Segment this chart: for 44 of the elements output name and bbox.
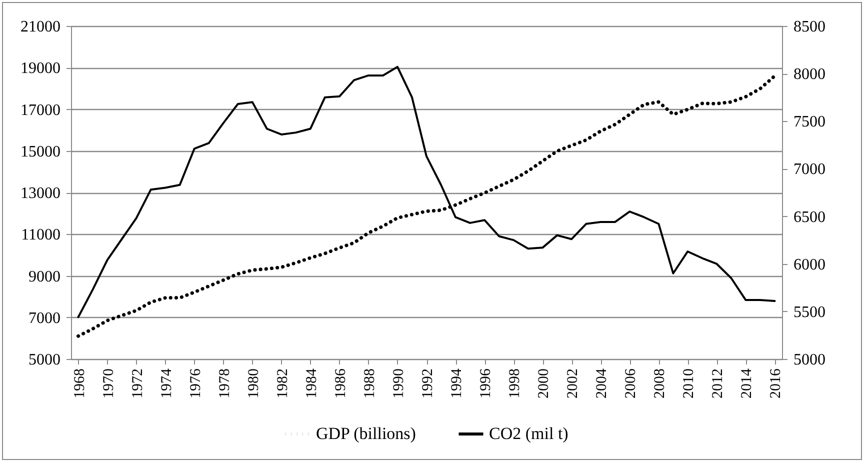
- x-tick-label: 1984: [304, 368, 320, 398]
- y2-tick-label: 6500: [794, 208, 826, 226]
- y-tick-label: 5000: [28, 352, 60, 368]
- x-tick-label: 1994: [449, 368, 466, 398]
- y-tick-label: 13000: [20, 185, 60, 202]
- y-tick-label: 9000: [28, 268, 60, 286]
- legend-label: GDP (billions): [316, 424, 416, 443]
- x-tick-label: 1978: [216, 368, 233, 398]
- y2-tick-label: 8000: [794, 66, 826, 84]
- x-tick-label: 2000: [536, 368, 552, 398]
- x-tick-label: 2002: [565, 368, 582, 398]
- x-tick-label: 1998: [507, 368, 524, 398]
- y2-tick-label: 5000: [794, 352, 826, 368]
- x-tick-label: 1974: [158, 368, 175, 398]
- y-tick-label: 11000: [21, 226, 60, 244]
- y2-tick-label: 8500: [794, 18, 826, 36]
- y2-tick-label: 7500: [794, 114, 826, 131]
- y-tick-label: 21000: [20, 18, 60, 36]
- y2-tick-label: 5500: [794, 304, 826, 321]
- y-tick-label: 7000: [28, 310, 60, 327]
- x-tick-label: 2016: [768, 368, 784, 398]
- x-tick-label: 1992: [420, 368, 436, 398]
- x-tick-label: 2006: [623, 368, 640, 398]
- x-tick-label: 2008: [652, 368, 668, 398]
- x-tick-label: 1990: [390, 368, 407, 398]
- y-tick-label: 17000: [20, 102, 60, 119]
- y-tick-label: 15000: [20, 143, 60, 160]
- x-tick-label: 1968: [72, 368, 88, 398]
- x-tick-label: 1970: [100, 368, 117, 398]
- x-tick-label: 1980: [246, 368, 262, 398]
- x-tick-label: 1988: [362, 368, 378, 398]
- x-tick-label: 1972: [130, 368, 146, 398]
- legend-label: CO2 (mil t): [489, 424, 568, 443]
- x-tick-label: 1986: [332, 368, 349, 398]
- x-tick-label: 1996: [478, 368, 494, 398]
- y2-tick-label: 6000: [794, 256, 826, 274]
- y-tick-label: 19000: [20, 60, 60, 78]
- x-tick-label: 1982: [274, 368, 291, 398]
- x-tick-label: 2012: [710, 368, 726, 398]
- y2-tick-label: 7000: [794, 161, 826, 178]
- x-tick-label: 1976: [188, 368, 204, 398]
- x-tick-label: 2010: [681, 368, 698, 398]
- x-tick-label: 2014: [739, 368, 756, 398]
- x-tick-label: 2004: [594, 368, 610, 398]
